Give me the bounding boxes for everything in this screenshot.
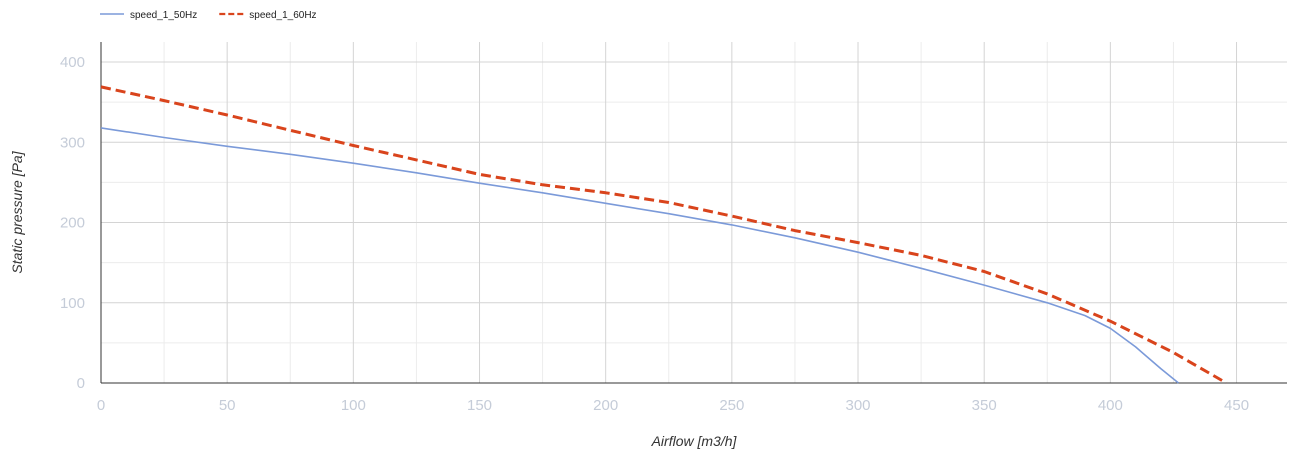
- x-tick-label: 50: [219, 397, 236, 414]
- y-tick-label: 400: [60, 54, 85, 71]
- x-tick-label: 150: [467, 397, 492, 414]
- x-tick-label: 200: [593, 397, 618, 414]
- x-tick-label: 350: [972, 397, 997, 414]
- x-tick-label: 400: [1098, 397, 1123, 414]
- x-tick-label: 0: [97, 397, 105, 414]
- y-tick-label: 300: [60, 134, 85, 151]
- series-line-1: [100, 127, 1180, 384]
- x-axis-title: Airflow [m3/h]: [651, 433, 738, 449]
- legend-item-2[interactable]: speed_1_60Hz: [219, 10, 317, 21]
- legend-item-1[interactable]: speed_1_50Hz: [100, 10, 197, 21]
- y-tick-label: 0: [77, 375, 85, 392]
- series-line-2: [100, 85, 1228, 385]
- y-tick-label: 200: [60, 215, 85, 232]
- legend-label: speed_1_50Hz: [130, 10, 197, 21]
- axes: [100, 42, 1287, 384]
- x-tick-label: 450: [1224, 397, 1249, 414]
- y-tick-label: 100: [60, 295, 85, 312]
- y-axis-title: Static pressure [Pa]: [9, 150, 25, 273]
- grid: [101, 42, 1287, 383]
- tick-labels: 0 50 100 150 200 250 300 350 400 450 0 100 200 300 400: [60, 54, 1249, 414]
- legend[interactable]: speed_1_50Hz speed_1_60Hz: [100, 10, 317, 21]
- legend-label: speed_1_60Hz: [249, 10, 316, 21]
- x-tick-label: 300: [846, 397, 871, 414]
- x-tick-label: 250: [719, 397, 744, 414]
- x-tick-label: 100: [341, 397, 366, 414]
- series: [100, 85, 1228, 385]
